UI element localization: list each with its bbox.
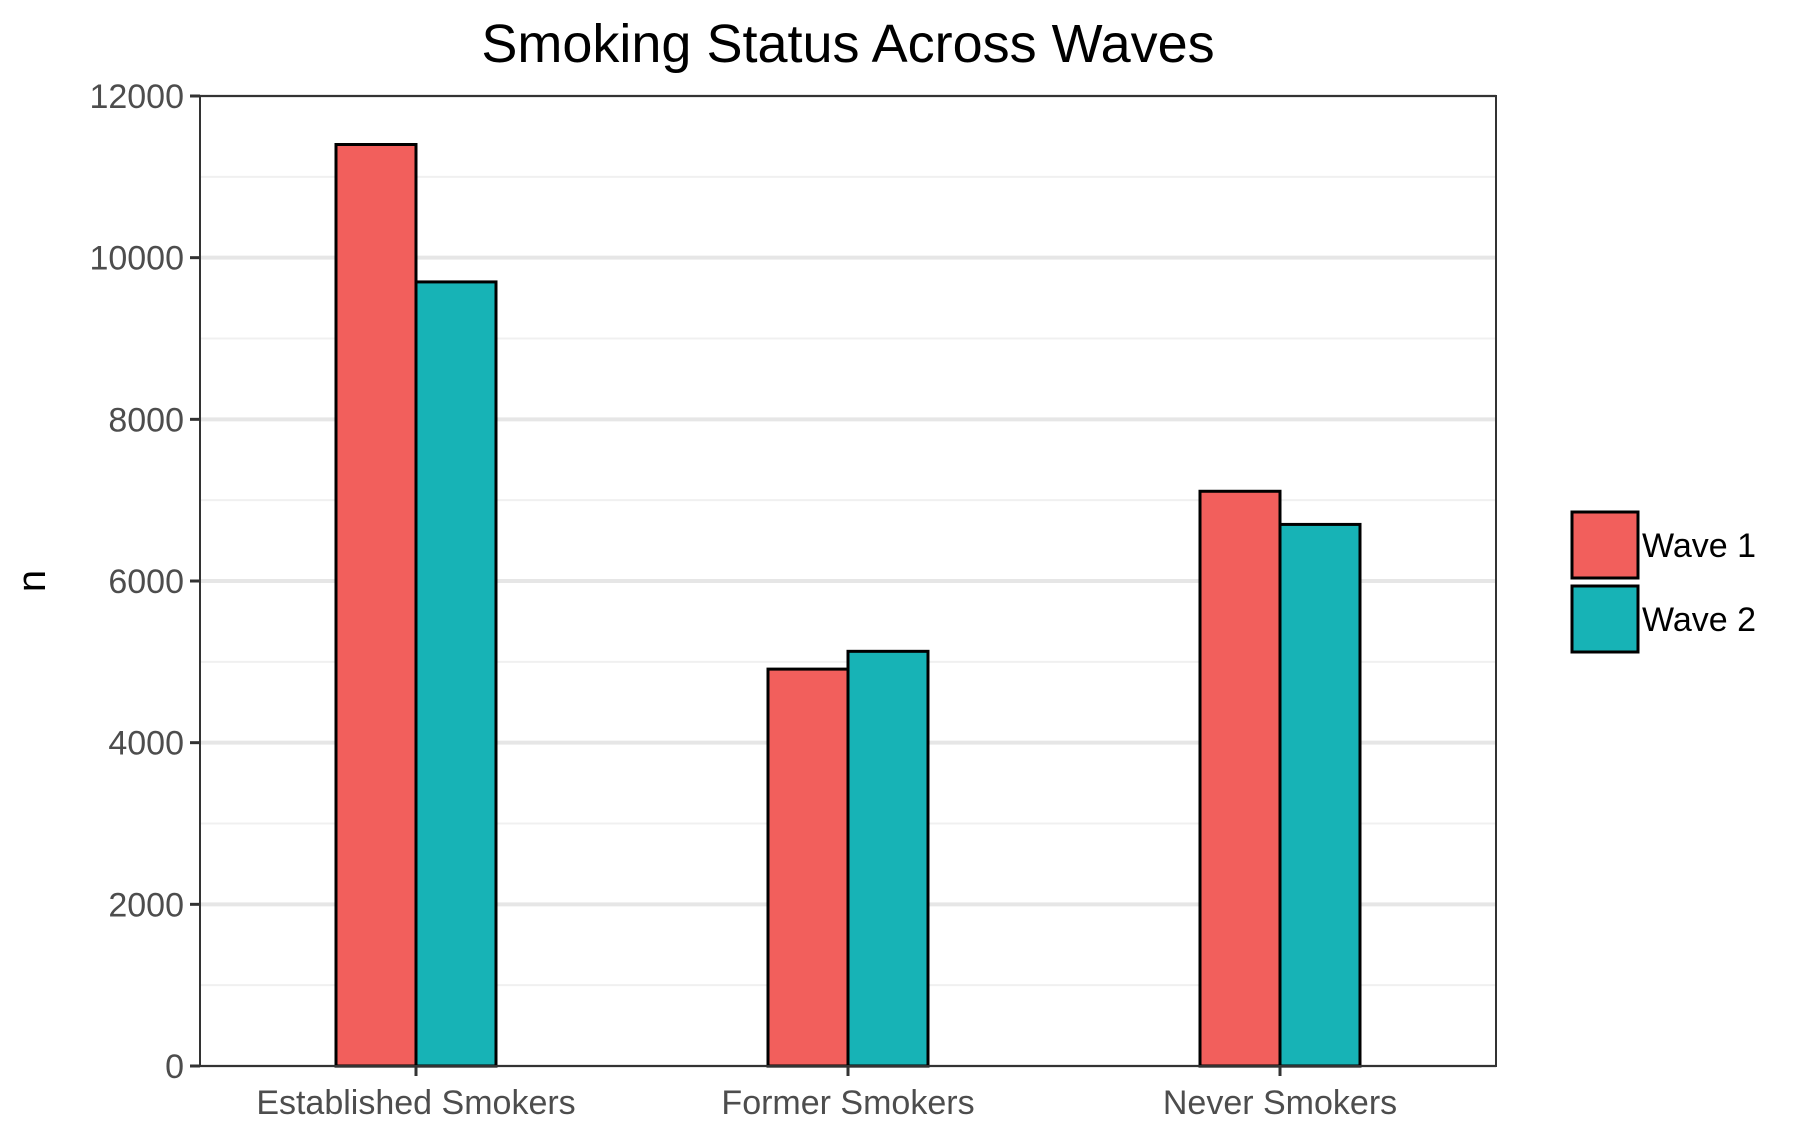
y-axis-title: n	[10, 570, 54, 592]
legend-label: Wave 1	[1642, 527, 1756, 565]
x-tick-label: Established Smokers	[256, 1084, 575, 1122]
chart-title: Smoking Status Across Waves	[481, 14, 1214, 74]
bar	[1278, 522, 1362, 1068]
x-tick-label: Former Smokers	[721, 1084, 974, 1122]
legend-key	[1570, 510, 1640, 580]
legend-key	[1570, 584, 1640, 654]
x-axis: Established Smokers Former Smokers Never S…	[256, 1066, 1397, 1122]
y-axis: 0 2000 4000 6000 8000 10000 12000	[89, 78, 200, 1086]
bar	[766, 667, 850, 1068]
x-tick-label: Never Smokers	[1163, 1084, 1397, 1122]
y-tick-label: 12000	[89, 78, 184, 116]
y-tick-label: 0	[165, 1048, 184, 1086]
y-tick-label: 2000	[108, 886, 184, 924]
y-tick-label: 10000	[89, 240, 184, 278]
bar	[1198, 489, 1282, 1068]
y-tick-label: 8000	[108, 401, 184, 439]
bar	[414, 280, 498, 1068]
bar	[846, 649, 930, 1068]
bar	[334, 143, 418, 1068]
legend-label: Wave 2	[1642, 601, 1756, 639]
legend: Wave 1 Wave 2	[1570, 510, 1756, 654]
y-tick-label: 4000	[108, 725, 184, 763]
y-tick-label: 6000	[108, 563, 184, 601]
bars	[334, 143, 1362, 1068]
